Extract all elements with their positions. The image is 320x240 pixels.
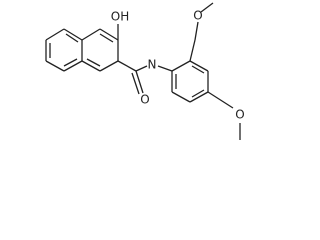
bond: [194, 21, 199, 41]
bond: [135, 70, 144, 94]
bond: [45, 28, 65, 41]
bond: [157, 65, 173, 72]
bond: [99, 28, 119, 41]
atom-label: O: [235, 108, 244, 122]
double-bond: [86, 58, 101, 67]
double-bond: [65, 33, 79, 43]
bond: [81, 60, 101, 72]
bond: [189, 91, 209, 103]
bond: [171, 91, 191, 103]
bonds: [45, 2, 241, 140]
page: {"atoms": {"hydroxyl": "OH", "amide_n": …: [45, 2, 245, 140]
double-bond: [191, 65, 205, 74]
double-bond: [99, 33, 114, 43]
double-bond: [131, 72, 140, 95]
structure-diagram: OH N O O O: [45, 2, 245, 140]
atom-label: O: [193, 9, 202, 23]
bond: [63, 28, 83, 41]
bond: [81, 28, 101, 41]
atom-labels: OH N O O O: [111, 9, 245, 122]
bond: [45, 60, 65, 72]
bond: [135, 65, 148, 72]
bond: [207, 91, 234, 109]
atom-label: OH: [111, 10, 129, 24]
double-bond: [63, 58, 78, 67]
bond: [63, 60, 83, 72]
double-bond: [191, 89, 205, 98]
bond: [189, 39, 196, 62]
atom-label: N: [148, 58, 157, 72]
bond: [99, 60, 119, 72]
bond: [189, 60, 209, 72]
bond: [200, 2, 214, 13]
bond: [171, 60, 191, 72]
bond: [117, 60, 137, 72]
atom-label: O: [140, 93, 149, 107]
